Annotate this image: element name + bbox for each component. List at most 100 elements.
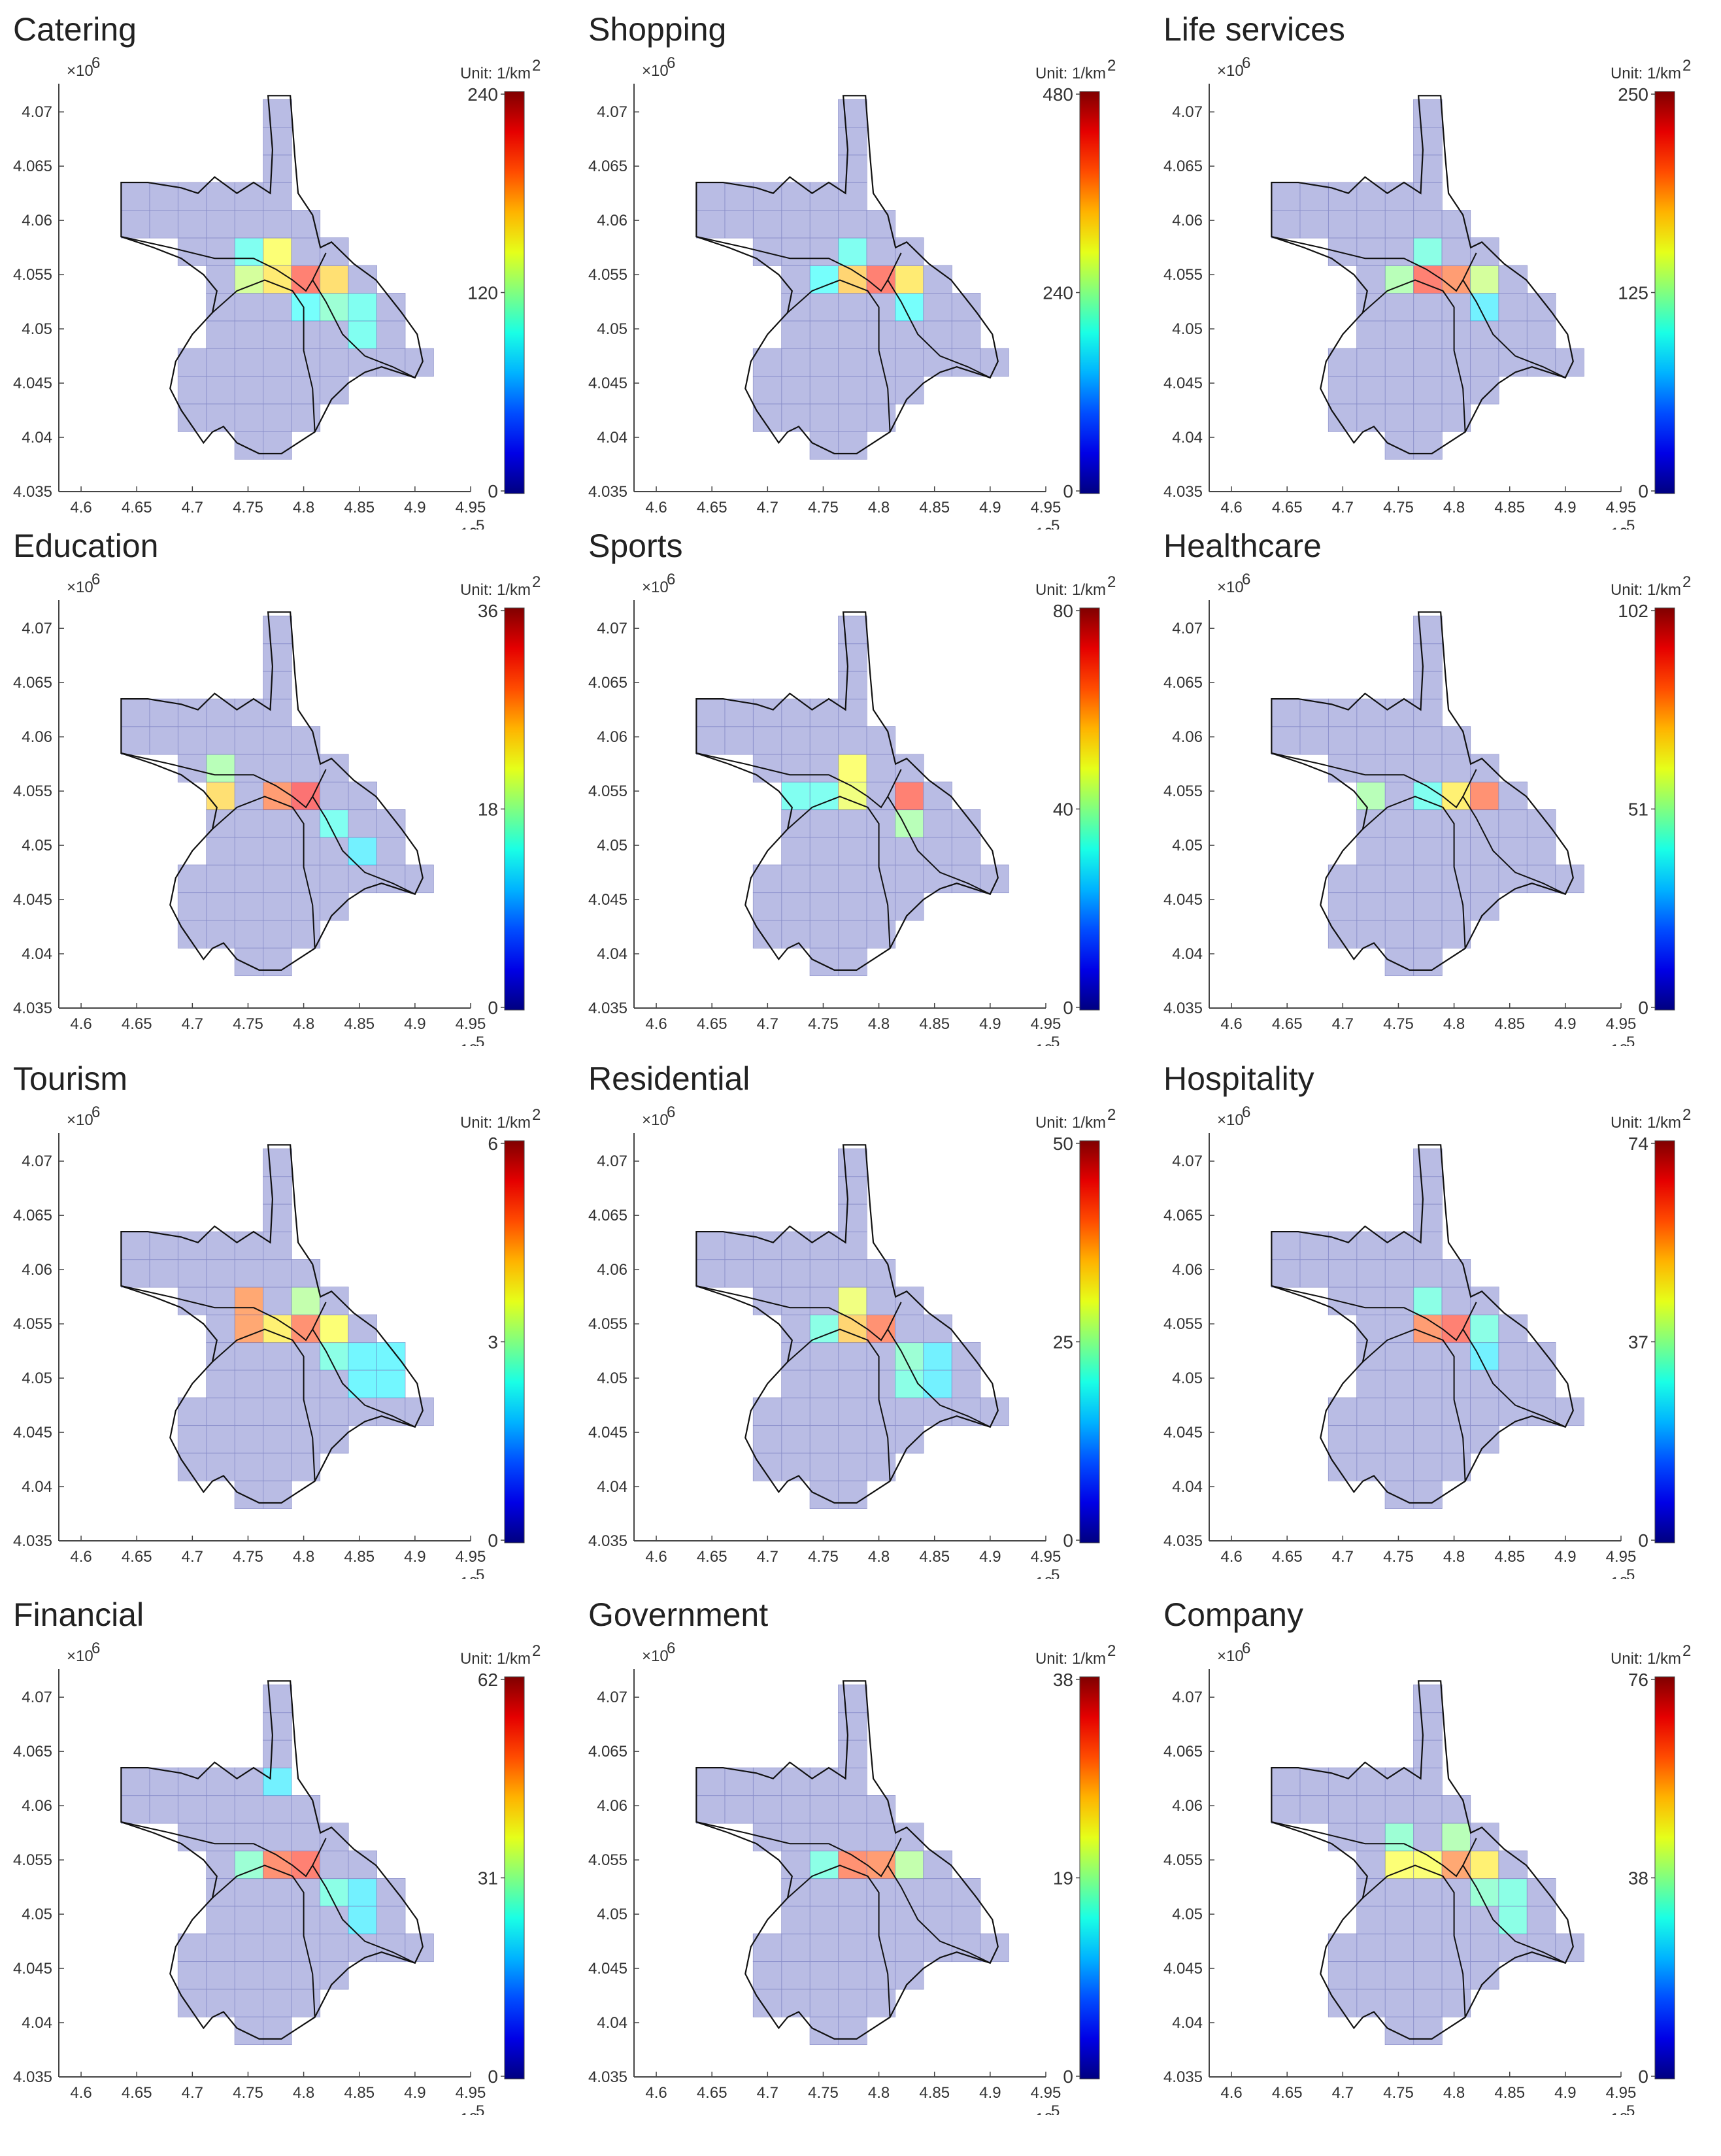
x-tick-label: 4.75 [808,499,839,516]
grid-cell [752,1424,782,1454]
grid-cell [234,1878,264,1907]
x-tick-label: 4.65 [122,1015,152,1033]
grid-cell [809,293,839,322]
grid-cell [951,1342,981,1371]
region-boundary [1271,95,1574,455]
x-exponent-power: 5 [476,2102,484,2115]
x-exponent-power: 5 [1626,517,1635,530]
grid-cell [696,182,726,211]
grid-cell [1526,837,1556,866]
grid-cell [894,1850,924,1879]
grid-cell [1413,615,1443,645]
grid-cell [234,1397,264,1426]
unit-power: 2 [1682,1642,1691,1660]
y-tick-label: 4.045 [1163,1424,1203,1441]
grid-cell [894,1370,924,1398]
grid-cell [206,1424,235,1454]
district-border [1362,279,1466,432]
grid-cell [1498,864,1528,894]
x-tick-label: 4.95 [456,1015,486,1033]
grid-cell [291,403,321,432]
grid-cell [1384,1767,1414,1796]
grid-cell [319,1287,349,1315]
grid-cell [1299,1795,1329,1824]
grid-cell [319,1314,349,1343]
y-tick-label: 4.05 [1172,1906,1203,1923]
grid-cell [234,265,264,294]
grid-cell [319,348,349,377]
y-exponent-power: 6 [667,571,675,588]
grid-cell [1413,698,1443,728]
grid-cell [1413,1370,1443,1398]
x-exponent: ×10 [1601,2110,1628,2115]
district-border [887,279,991,379]
colorbar-min-label: 0 [488,481,498,501]
grid-cell [838,1961,867,1990]
grid-cell [263,237,292,266]
grid-cell [838,1740,867,1768]
x-tick-label: 4.7 [182,1015,203,1033]
grid-cell [1441,1424,1471,1454]
grid-cell [263,127,292,156]
x-exponent: ×10 [451,2110,478,2115]
grid-cell [923,348,952,377]
colorbar-mid-label: 51 [1628,800,1648,820]
grid-cell [838,1767,867,1796]
y-exponent: ×10 [1217,1647,1244,1665]
colorbar-min-label: 0 [488,998,498,1018]
grid-cell [866,1850,896,1879]
grid-cell [177,375,207,405]
grid-cell [866,837,896,866]
grid-cell [291,809,321,838]
grid-cell [234,1314,264,1343]
y-exponent: ×10 [1217,579,1244,596]
grid-cell [1356,320,1386,349]
x-tick-label: 4.8 [293,1548,314,1566]
grid-cell [809,431,839,460]
y-tick-label: 4.07 [1172,1689,1203,1706]
colorbar [1654,1140,1675,1543]
grid-cell [838,1287,867,1315]
x-exponent-power: 5 [1051,2102,1060,2115]
grid-cell [1356,1370,1386,1398]
y-tick-label: 4.045 [588,1960,627,1978]
y-tick-label: 4.065 [1163,674,1203,692]
x-tick-label: 4.75 [233,2084,263,2102]
grid-cell [348,1933,377,1962]
y-tick-label: 4.05 [1172,320,1203,338]
grid-cell [1328,1424,1358,1454]
colorbar [504,607,525,1011]
grid-cell [1413,864,1443,894]
grid-cell [923,1878,952,1907]
x-exponent: ×10 [1601,525,1628,530]
x-tick-label: 4.95 [1031,499,1061,516]
colorbar [1079,607,1100,1011]
grid-cell [866,1424,896,1454]
grid-cell [809,1342,839,1371]
grid-cell [291,1878,321,1907]
grid-cell [263,1148,292,1177]
grid-cell [781,182,810,211]
grid-cell [291,892,321,921]
grid-cell [838,754,867,783]
x-tick-label: 4.75 [233,1015,263,1033]
grid-cell [1356,1287,1386,1315]
grid-cell [1413,127,1443,156]
grid-cell [1469,1287,1499,1315]
grid-cell [405,1397,434,1426]
y-tick-label: 4.04 [1172,2014,1203,2032]
x-tick-label: 4.65 [1272,1015,1303,1033]
grid-cell [838,1480,867,1509]
grid-cell [1384,431,1414,460]
grid-cell [177,1961,207,1990]
x-tick-label: 4.65 [1272,499,1303,516]
grid-cell [951,809,981,838]
y-tick-label: 4.05 [22,1370,52,1387]
grid-cell [1384,698,1414,728]
y-tick-label: 4.06 [1172,212,1203,229]
x-tick-label: 4.8 [1443,2084,1465,2102]
region-boundary [1271,611,1574,971]
grid-cell [319,265,349,294]
grid-cell [1299,726,1329,755]
grid-cell [809,1850,839,1879]
